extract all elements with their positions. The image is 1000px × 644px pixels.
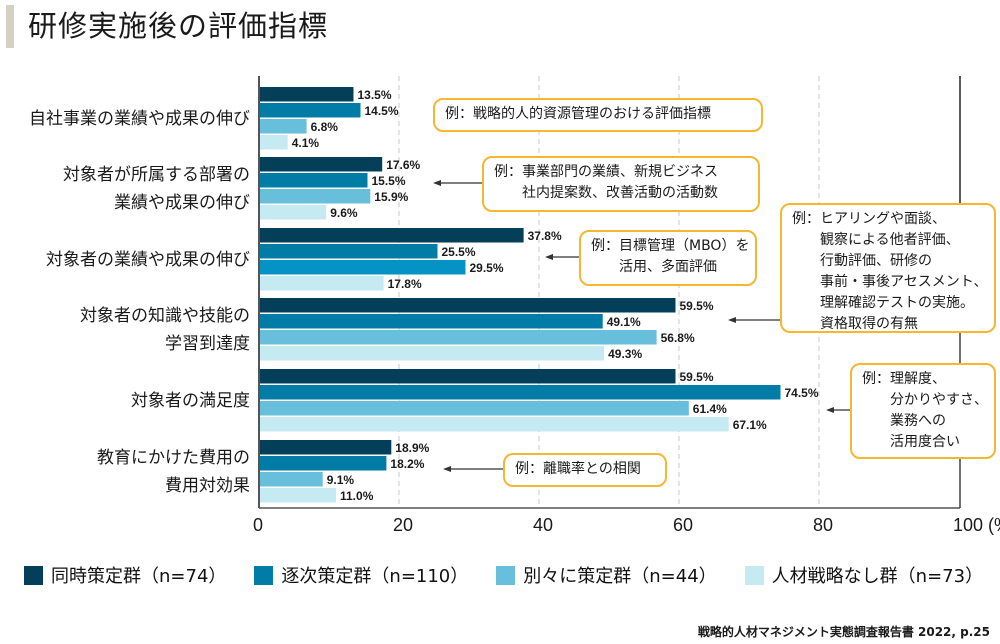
bar-3-5 (260, 488, 336, 503)
value-label: 74.5% (785, 386, 819, 400)
arrowhead-icon (545, 254, 553, 260)
annotation-callout: 例：離職率との相関 (503, 453, 667, 487)
bar-1-1 (260, 173, 368, 188)
bar-2-2 (260, 260, 466, 275)
value-label: 15.9% (374, 190, 408, 204)
bar-2-1 (260, 189, 371, 204)
bar-1-3 (260, 314, 603, 329)
x-tick-label: 0 (253, 515, 263, 535)
arrowhead-icon (433, 180, 441, 186)
category-label: 対象者が所属する部署の (63, 165, 250, 185)
value-label: 18.9% (395, 441, 429, 455)
annotation-callout: 例：理解度、 分かりやすさ、 業務への 活用度合い (850, 363, 996, 459)
bar-0-1 (260, 157, 383, 172)
bar-3-4 (260, 417, 729, 432)
legend-swatch (744, 565, 764, 585)
bar-3-2 (260, 276, 384, 291)
bar-0-3 (260, 298, 676, 313)
bar-0-5 (260, 440, 392, 455)
bar-1-2 (260, 244, 438, 259)
value-label: 37.8% (528, 229, 562, 243)
value-label: 56.8% (661, 331, 695, 345)
bar-2-0 (260, 119, 307, 134)
title-accent-bar (6, 5, 14, 48)
bar-0-2 (260, 228, 524, 243)
page-title: 研修実施後の評価指標 (28, 9, 329, 43)
x-tick-label: 80 (813, 515, 833, 535)
x-tick-label: 40 (533, 515, 553, 535)
bar-3-0 (260, 135, 288, 150)
value-label: 61.4% (693, 402, 727, 416)
value-label: 49.3% (608, 347, 642, 361)
annotation-callout: 例：ヒアリングや面談、 観察による他者評価、 行動評価、研修の 事前・事後アセス… (780, 203, 996, 333)
category-label: 対象者の満足度 (131, 391, 250, 411)
legend-label: 別々に策定群（n=44） (523, 566, 717, 587)
value-label: 15.5% (372, 174, 406, 188)
source-citation: 戦略的人材マネジメント実態調査報告書 2022, p.25 (697, 625, 990, 639)
value-label: 59.5% (680, 299, 714, 313)
x-tick-label: 20 (393, 515, 413, 535)
value-label: 14.5% (365, 104, 399, 118)
bar-3-3 (260, 346, 605, 361)
legend-label: 逐次策定群（n=110） (281, 566, 469, 587)
legend-label: 人材戦略なし群（n=73） (771, 566, 984, 587)
value-label: 9.1% (327, 473, 355, 487)
bar-3-1 (260, 205, 327, 220)
legend-item: 別々に策定群（n=44） (496, 562, 717, 588)
x-tick-label: 100 (%) (953, 515, 1000, 535)
bar-1-4 (260, 385, 781, 400)
arrowhead-icon (728, 317, 736, 323)
bar-2-4 (260, 401, 689, 416)
value-label: 49.1% (607, 315, 641, 329)
category-label: 学習到達度 (165, 334, 250, 354)
value-label: 29.5% (470, 261, 504, 275)
legend-swatch (496, 565, 516, 585)
annotation-callout: 例：事業部門の業績、新規ビジネス 社内提案数、改善活動の活動数 (482, 156, 760, 212)
legend-item: 逐次策定群（n=110） (254, 562, 468, 588)
legend-item: 人材戦略なし群（n=73） (744, 562, 984, 588)
category-label: 自社事業の業績や成果の伸び (29, 109, 250, 129)
value-label: 11.0% (340, 489, 374, 503)
x-tick-label: 60 (673, 515, 693, 535)
category-label: 対象者の業績や成果の伸び (46, 250, 250, 270)
arrowhead-icon (443, 466, 451, 472)
bar-1-5 (260, 456, 387, 471)
arrowhead-icon (826, 407, 834, 413)
value-label: 9.6% (330, 206, 358, 220)
bar-0-0 (260, 87, 354, 102)
category-label: 対象者の知識や技能の (80, 306, 250, 326)
category-label: 業績や成果の伸び (114, 193, 250, 213)
value-label: 67.1% (733, 418, 767, 432)
annotation-callout: 例：戦略的人的資源管理のおける評価指標 (433, 98, 763, 132)
bar-0-4 (260, 369, 676, 384)
chart-legend: 同時策定群（n=74） 逐次策定群（n=110） 別々に策定群（n=44） 人材戦略な… (24, 562, 983, 588)
value-label: 17.6% (386, 158, 420, 172)
bar-2-3 (260, 330, 657, 345)
value-label: 25.5% (442, 245, 476, 259)
category-label: 教育にかけた費用の (97, 448, 250, 468)
value-label: 4.1% (292, 136, 320, 150)
value-label: 6.8% (311, 120, 339, 134)
value-label: 17.8% (388, 277, 422, 291)
annotation-callout: 例：目標管理（MBO）を 活用、多面評価 (579, 230, 757, 286)
legend-label: 同時策定群（n=74） (51, 566, 227, 587)
category-label: 費用対効果 (165, 476, 250, 496)
value-label: 18.2% (390, 457, 424, 471)
bar-1-0 (260, 103, 361, 118)
value-label: 59.5% (680, 370, 714, 384)
value-label: 13.5% (358, 88, 392, 102)
legend-swatch (24, 565, 43, 585)
legend-item: 同時策定群（n=74） (24, 562, 226, 588)
bar-2-5 (260, 472, 323, 487)
legend-swatch (254, 565, 274, 585)
